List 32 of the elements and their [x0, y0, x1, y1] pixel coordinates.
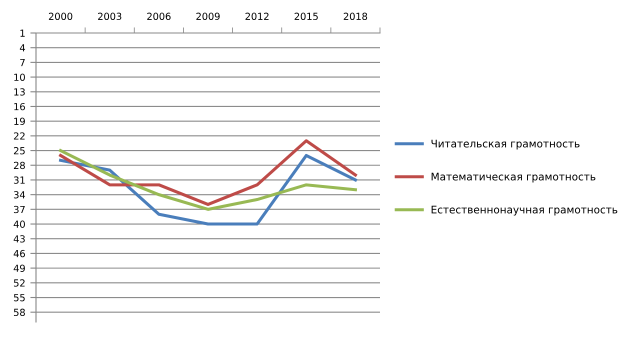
y-tick-label: 19 [14, 118, 25, 125]
y-tick-label: 55 [14, 294, 25, 302]
y-tick-label: 37 [14, 206, 25, 214]
legend-label: Естественнонаучная грамотность [432, 206, 618, 216]
y-tick-label: 7 [20, 58, 25, 66]
y-tick-label: 1 [20, 30, 25, 37]
x-tick-label: 2018 [344, 12, 368, 20]
line-series [59, 149, 357, 211]
x-tick-label: 2000 [48, 12, 72, 20]
x-tick-label: 2003 [98, 12, 122, 20]
x-tick-label: 2012 [245, 12, 269, 20]
y-tick-label: 31 [14, 176, 25, 184]
y-tick-label: 40 [14, 220, 25, 228]
x-tick-label: 2006 [147, 12, 171, 20]
y-tick-label: 10 [14, 74, 25, 81]
y-tick-label: 34 [14, 191, 26, 198]
y-tick-label: 58 [14, 308, 25, 316]
y-tick-label: 13 [14, 88, 25, 96]
y-tick-label: 46 [14, 250, 25, 258]
y-tick-label: 28 [14, 162, 25, 170]
x-tick-label: 2009 [196, 12, 220, 20]
y-tick-label: 25 [14, 147, 25, 154]
y-tick-label: 52 [14, 279, 25, 287]
line-series [59, 139, 357, 206]
y-tick-label: 49 [14, 264, 25, 272]
y-tick-label: 43 [14, 235, 25, 243]
y-tick-label: 4 [20, 44, 26, 52]
y-tick-label: 16 [14, 102, 25, 110]
legend-label: Математическая грамотность [432, 172, 596, 183]
y-tick-label: 22 [14, 132, 25, 140]
x-tick-label: 2015 [294, 12, 318, 20]
legend-label: Читательская грамотность [432, 140, 580, 150]
